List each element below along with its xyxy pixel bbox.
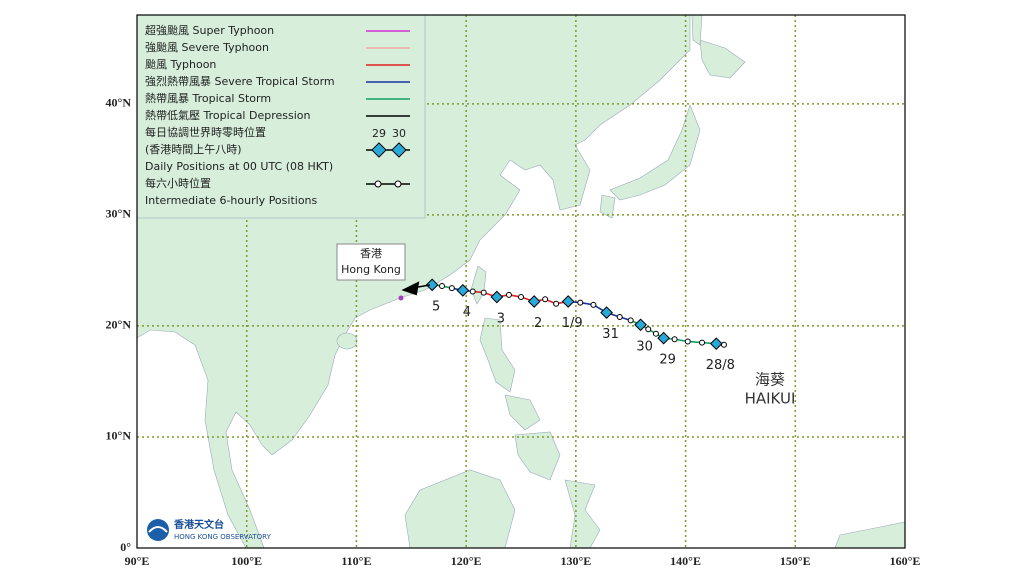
daily-position — [527, 295, 541, 308]
daily-position — [456, 284, 470, 297]
legend-hourly-dot — [394, 180, 402, 188]
six-hourly-position — [699, 339, 706, 346]
six-hourly-position — [542, 296, 549, 303]
legend-label: 超強颱風 Super Typhoon — [145, 23, 274, 37]
honshu — [609, 104, 701, 201]
six-hourly-position — [505, 291, 512, 298]
six-hourly-position — [616, 314, 623, 321]
six-hourly-position — [439, 282, 446, 289]
daily-position — [657, 331, 670, 345]
legend-daily-zh2: (香港時間上午八時) — [145, 143, 242, 156]
six-hourly-position — [652, 330, 659, 337]
track — [425, 278, 727, 351]
legend-label: 強烈熱帶風暴 Severe Tropical Storm — [145, 74, 335, 88]
six-hourly-position — [577, 299, 584, 306]
legend-hourly-dot — [374, 180, 382, 188]
sulawesi — [564, 479, 601, 549]
daily-position — [561, 295, 575, 308]
lat-label: 30°N — [106, 207, 132, 221]
legend-label: 熱帶低氣壓 Tropical Depression — [145, 108, 311, 122]
six-hourly-position — [448, 285, 455, 292]
sakhalin — [691, 14, 703, 46]
hokkaido — [699, 39, 746, 79]
legend-daily-symbol — [371, 142, 387, 158]
day-label: 1/9 — [562, 316, 583, 331]
logo: 香港天文台 HONG KONG OBSERVATORY — [147, 518, 272, 541]
six-hourly-position — [684, 338, 691, 345]
daily-position — [490, 290, 504, 304]
storm-name-zh: 海葵 — [755, 371, 785, 389]
hong-kong-box — [336, 243, 406, 281]
day-label: 29 — [659, 353, 676, 368]
lon-label: 150°E — [780, 554, 811, 568]
logo-en: HONG KONG OBSERVATORY — [174, 533, 272, 541]
six-hourly-position — [518, 294, 524, 301]
legend-daily-symbol — [391, 142, 407, 158]
lat-label: 20°N — [106, 318, 132, 332]
hong-kong-zh: 香港 — [360, 247, 382, 260]
lon-label: 100°E — [231, 554, 262, 568]
mindanao — [514, 431, 561, 481]
visayas — [504, 394, 541, 431]
daily-position — [600, 306, 613, 319]
storm-name-en: HAIKUI — [745, 390, 796, 408]
lon-label: 90°E — [125, 554, 150, 568]
lon-label: 160°E — [890, 554, 921, 568]
legend-label: 颱風 Typhoon — [145, 58, 216, 71]
legend-hourly-zh: 每六小時位置 — [145, 176, 211, 190]
day-label: 5 — [432, 299, 440, 314]
lon-label: 120°E — [451, 554, 482, 568]
logo-zh: 香港天文台 — [174, 518, 224, 531]
logo-wave — [148, 526, 168, 533]
day-label: 4 — [463, 305, 471, 320]
hong-kong-dot — [398, 295, 404, 301]
lon-label: 130°E — [560, 554, 591, 568]
daily-position — [634, 318, 647, 332]
legend-label: 強颱風 Severe Typhoon — [145, 41, 269, 54]
lat-label: 40°N — [106, 96, 132, 110]
six-hourly-position — [671, 336, 678, 343]
legend-daily-en: Daily Positions at 00 UTC (08 HKT) — [145, 160, 333, 173]
lon-label: 140°E — [670, 554, 701, 568]
lat-label: 0° — [120, 540, 131, 554]
kyushu — [599, 194, 616, 219]
day-label: 28/8 — [706, 358, 735, 373]
legend-sample-day: 30 — [392, 127, 406, 140]
legend: 每日協調世界時零時位置 (香港時間上午八時) Daily Positions a… — [145, 23, 410, 207]
day-label: 3 — [497, 312, 505, 327]
legend-label: 熱帶風暴 Tropical Storm — [145, 92, 271, 105]
six-hourly-position — [480, 289, 487, 296]
day-label: 30 — [636, 339, 653, 354]
legend-hourly-en: Intermediate 6-hourly Positions — [145, 194, 318, 207]
hainan — [336, 332, 358, 350]
grid — [137, 15, 905, 548]
six-hourly-position — [553, 300, 560, 307]
lat-label: 10°N — [106, 429, 132, 443]
map-frame — [136, 14, 906, 549]
logo-emblem — [147, 519, 169, 541]
borneo — [404, 469, 516, 549]
luzon — [479, 317, 516, 393]
daily-position — [709, 337, 723, 351]
day-label: 31 — [602, 327, 619, 342]
six-hourly-position — [469, 288, 476, 295]
lon-label: 110°E — [341, 554, 371, 568]
legend-sample-day: 29 — [372, 127, 386, 140]
six-hourly-position — [627, 317, 634, 324]
daily-position — [425, 278, 439, 292]
six-hourly-position — [590, 301, 597, 308]
legend-daily-zh: 每日協調世界時零時位置 — [145, 125, 266, 139]
six-hourly-position — [720, 341, 727, 348]
hong-kong-en: Hong Kong — [341, 263, 401, 276]
track-arrow — [401, 281, 420, 296]
track-arrow-tail — [417, 284, 431, 288]
six-hourly-position — [645, 326, 652, 333]
day-label: 2 — [534, 316, 542, 331]
